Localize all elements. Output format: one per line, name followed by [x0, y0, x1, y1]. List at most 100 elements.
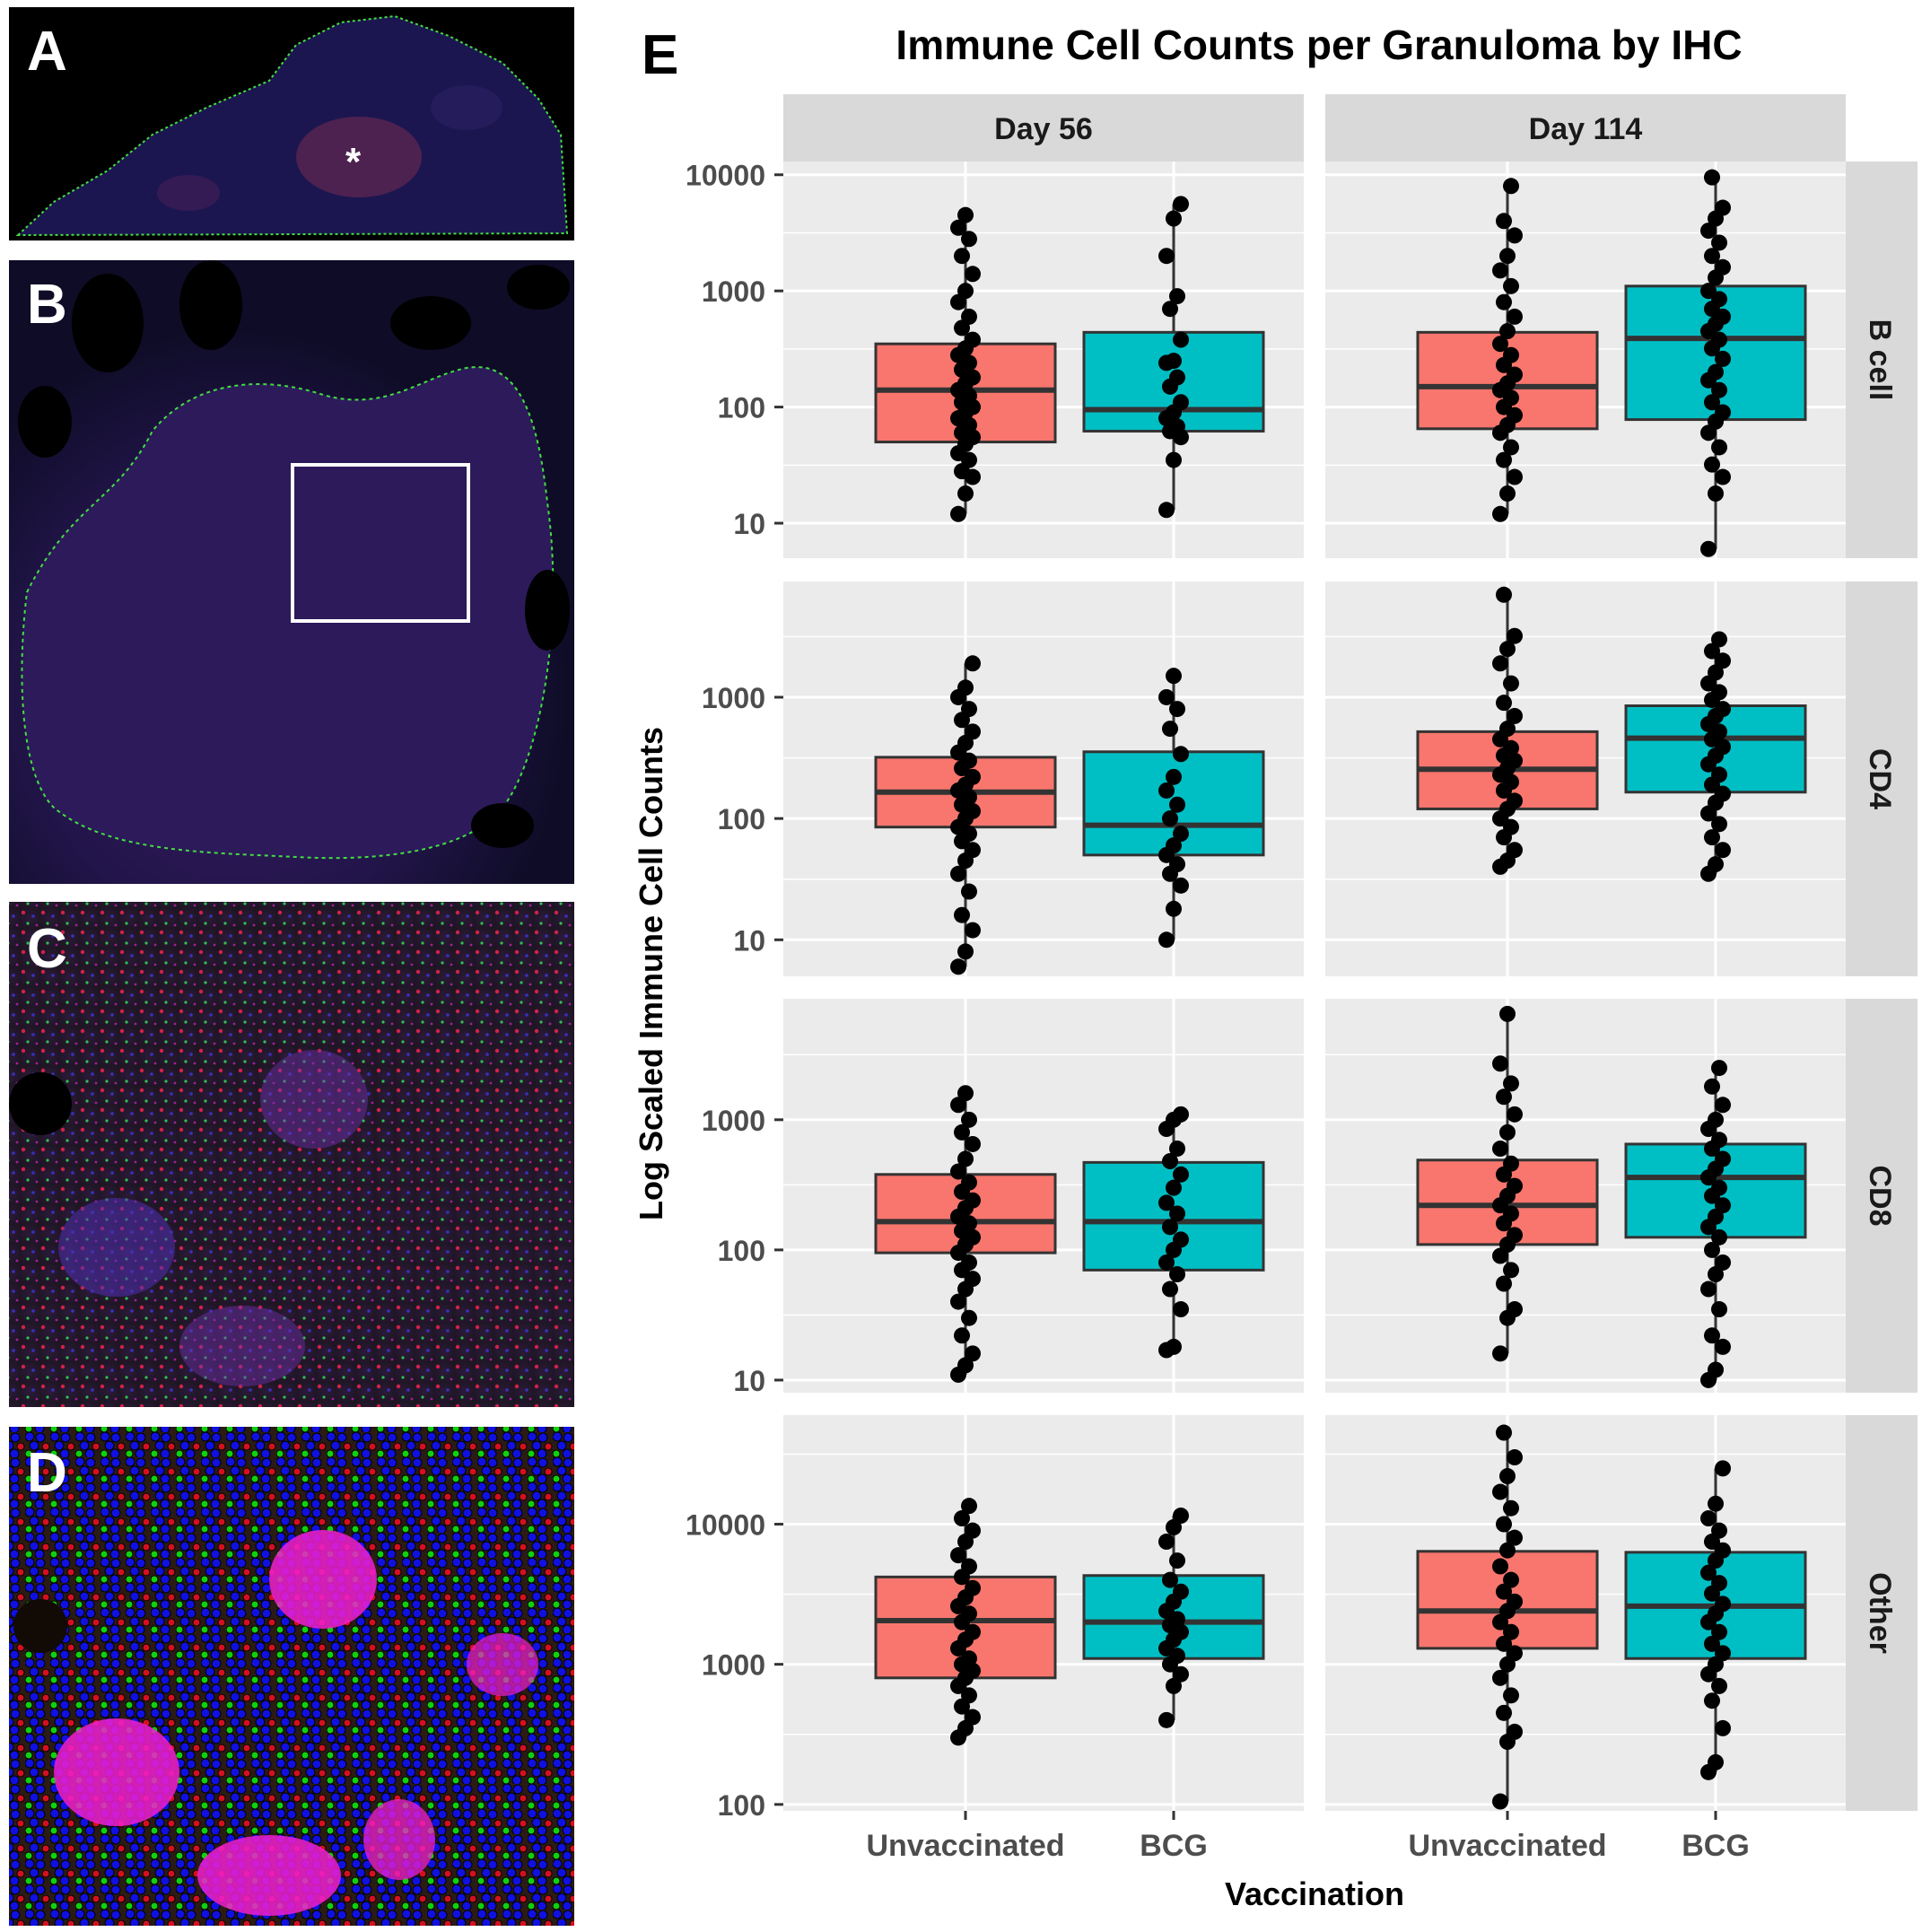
data-point: [965, 1522, 981, 1539]
data-point: [1499, 1542, 1516, 1559]
facet-panel: [783, 1415, 1304, 1811]
cell-cluster: [58, 1198, 175, 1297]
data-point: [1173, 1166, 1189, 1183]
box-unvaccinated: [874, 206, 1057, 522]
facet-strip-right: Other: [1846, 1415, 1918, 1811]
data-point: [1492, 1558, 1508, 1575]
data-point: [1503, 1571, 1519, 1588]
data-point: [1496, 1088, 1512, 1106]
data-point: [1166, 900, 1182, 917]
facet-strip-bg: [1846, 1415, 1918, 1811]
data-point: [1507, 1227, 1523, 1244]
data-point: [957, 283, 974, 300]
data-point: [1507, 1449, 1523, 1466]
data-point: [965, 1579, 981, 1596]
data-point: [954, 1123, 970, 1141]
chart-title: Immune Cell Counts per Granuloma by IHC: [895, 22, 1742, 68]
data-point: [1507, 842, 1523, 859]
data-point: [1173, 1301, 1189, 1318]
data-point: [1499, 323, 1516, 340]
box-bcg: [1624, 169, 1807, 557]
data-point: [1708, 1495, 1724, 1512]
data-point: [965, 655, 981, 672]
box-unvaccinated: [874, 1498, 1057, 1746]
data-point: [954, 248, 970, 265]
panel-c-image: [9, 902, 574, 1407]
panel-label-d: D: [27, 1442, 67, 1504]
data-point: [1492, 505, 1508, 522]
facet-panel: [783, 581, 1304, 976]
data-point: [965, 922, 981, 939]
facet-strip-label: Day 114: [1529, 112, 1643, 146]
data-point: [1711, 1575, 1727, 1592]
data-point: [1158, 1534, 1175, 1551]
data-point: [1496, 213, 1512, 230]
x-tick-label: BCG: [1140, 1829, 1208, 1863]
facet-strip-label: Day 56: [994, 112, 1093, 146]
data-point: [1507, 1593, 1523, 1610]
data-point: [1158, 782, 1175, 799]
panel-label-a: A: [27, 21, 67, 83]
data-point: [1499, 1123, 1516, 1141]
y-tick-label: 100: [718, 392, 765, 424]
data-point: [1715, 701, 1731, 718]
panel-d: D: [9, 1427, 574, 1926]
data-point: [1711, 1060, 1727, 1077]
data-point: [1715, 1197, 1731, 1214]
cell-cluster: [260, 1050, 368, 1149]
data-point: [1158, 502, 1175, 519]
data-point: [965, 1271, 981, 1288]
data-point: [965, 1623, 981, 1640]
data-point: [1503, 439, 1519, 456]
data-point: [1715, 842, 1731, 859]
data-point: [1158, 1194, 1175, 1211]
data-point: [1704, 1692, 1720, 1709]
data-point: [1496, 586, 1512, 603]
data-point: [1711, 1132, 1727, 1149]
data-point: [1704, 829, 1720, 846]
data-point: [1166, 353, 1182, 370]
data-point: [961, 1174, 977, 1191]
y-tick-label: 10000: [686, 160, 765, 192]
data-point: [1715, 1338, 1731, 1355]
data-point: [1173, 877, 1189, 894]
data-point: [1507, 1723, 1523, 1740]
data-point: [1715, 199, 1731, 216]
data-point: [1715, 1595, 1731, 1613]
data-point: [1700, 223, 1717, 240]
data-point: [1704, 169, 1720, 186]
data-point: [1492, 1793, 1508, 1810]
data-point: [1503, 739, 1519, 756]
panel-b: B: [9, 260, 574, 884]
data-point: [1162, 1571, 1178, 1588]
facet-strip-top: Day 56: [783, 94, 1304, 162]
data-point: [1507, 1301, 1523, 1318]
data-point: [965, 1135, 981, 1152]
data-point: [1166, 1677, 1182, 1694]
data-point: [1715, 258, 1731, 275]
data-point: [1503, 1623, 1519, 1640]
data-point: [1173, 746, 1189, 763]
data-point: [1708, 856, 1724, 873]
granuloma-outline: [21, 366, 555, 860]
panel-c: C: [9, 902, 574, 1407]
data-point: [1496, 1635, 1512, 1652]
data-point: [961, 231, 977, 248]
facet-panel: [783, 162, 1304, 558]
data-point: [1711, 1623, 1727, 1640]
data-point: [957, 206, 974, 223]
data-point: [1162, 301, 1178, 318]
data-point: [1507, 227, 1523, 244]
data-point: [1169, 1141, 1185, 1158]
data-point: [961, 1498, 977, 1515]
data-point: [1700, 1510, 1717, 1527]
data-point: [1715, 1645, 1731, 1662]
data-point: [950, 1293, 966, 1310]
facet-strip-right: B cell: [1846, 162, 1918, 558]
data-point: [1708, 1753, 1724, 1770]
x-tick-label: Unvaccinated: [1408, 1829, 1606, 1863]
data-point: [965, 723, 981, 740]
data-point: [1169, 1266, 1185, 1283]
facet-strip-bg: [1846, 581, 1918, 976]
data-point: [1169, 369, 1185, 386]
